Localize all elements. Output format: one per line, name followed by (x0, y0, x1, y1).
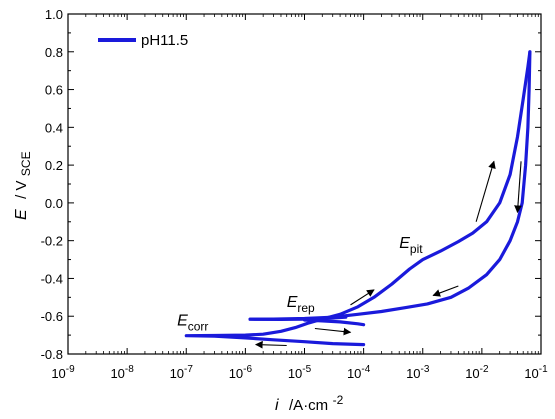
x-axis-symbol: i (275, 397, 279, 414)
x-tick-label: 10-1 (524, 364, 548, 381)
annotation-layer: Ecorr Erep Epit (177, 235, 423, 333)
direction-arrow (255, 340, 287, 349)
y-tick-label: 0.8 (45, 45, 63, 60)
series-reverse-scan (248, 50, 532, 321)
annotation-corr: Ecorr (177, 313, 208, 334)
legend: pH11.5 (98, 32, 188, 49)
y-tick-label: -0.2 (41, 234, 63, 249)
y-tick-label: 0.6 (45, 83, 63, 98)
x-tick-label: 10-4 (347, 364, 371, 381)
arrow-layer (255, 160, 522, 349)
x-tick-label: 10-6 (229, 364, 253, 381)
y-tick-label: 0.0 (45, 196, 63, 211)
x-tick-label: 10-3 (406, 364, 430, 381)
x-tick-label: 10-5 (288, 364, 312, 381)
series-layer (184, 50, 532, 347)
annotation-pit: Epit (399, 235, 423, 256)
y-axis-title: E / V SCE (13, 151, 33, 220)
direction-arrow (514, 161, 522, 214)
x-axis-unit-exp: -2 (333, 393, 344, 407)
series-forward-scan (184, 50, 532, 347)
y-tick-label: 0.2 (45, 158, 63, 173)
direction-arrow (432, 285, 459, 297)
y-tick-label: 1.0 (45, 7, 63, 22)
y-tick-label: -0.6 (41, 309, 63, 324)
x-tick-label: 10-2 (465, 364, 489, 381)
x-tick-label: 10-7 (170, 364, 194, 381)
y-axis-unit: / V (13, 181, 30, 199)
axis-ticks: 1.0 0.8 0.6 0.4 0.2 0.0 -0.2 -0.4 -0.6 -0.8 10-9 10… (41, 7, 549, 381)
y-tick-label: -0.4 (41, 271, 63, 286)
legend-label: pH11.5 (141, 32, 188, 49)
y-axis-unit-sub: SCE (19, 151, 33, 176)
x-axis-unit: /A·cm (289, 397, 328, 414)
direction-arrow (314, 327, 352, 336)
x-tick-label: 10-9 (51, 364, 75, 381)
x-tick-label: 10-8 (110, 364, 134, 381)
y-axis-symbol: E (13, 209, 30, 220)
y-tick-label: 0.4 (45, 120, 63, 135)
y-tick-label: -0.8 (41, 347, 63, 362)
direction-arrow (350, 289, 375, 306)
x-axis-title: i /A·cm -2 (275, 393, 344, 414)
series-tail (302, 318, 366, 327)
direction-arrow (475, 160, 496, 222)
annotation-rep: Erep (287, 294, 315, 315)
